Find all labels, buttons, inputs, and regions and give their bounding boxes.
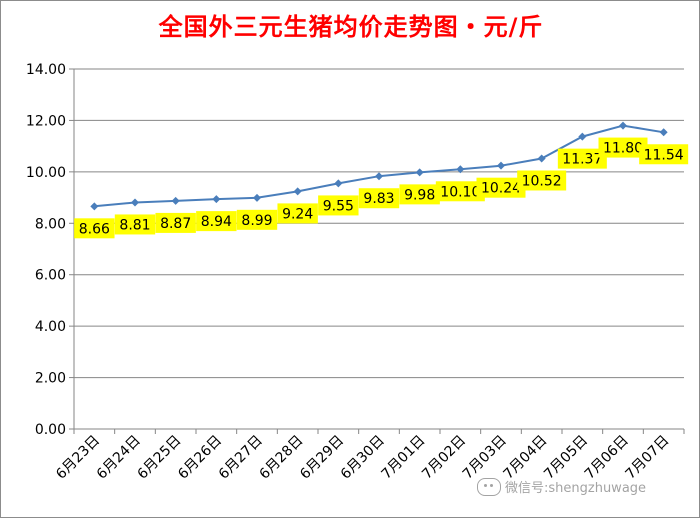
data-point [415, 168, 424, 177]
data-label: 8.87 [160, 216, 191, 232]
x-tick-label: 6月26日 [175, 433, 225, 483]
data-point [456, 165, 465, 174]
data-label-bg [196, 211, 237, 232]
data-label-bg [236, 209, 278, 230]
x-tick-label: 6月28日 [256, 433, 306, 483]
data-point [90, 202, 99, 211]
series-line [90, 121, 668, 211]
y-tick-label: 10.00 [26, 165, 66, 181]
data-label: 11.37 [562, 152, 602, 168]
data-label-bg [639, 144, 689, 165]
data-label-bg [74, 218, 115, 239]
x-tick-label: 7月05日 [541, 433, 591, 483]
data-label-bg [114, 214, 156, 235]
data-labels: 8.66 8.81 8.87 8.94 8.99 9.24 9.55 9.83 9.98 10.1… [74, 137, 689, 239]
x-tick-label: 7月03日 [460, 433, 510, 483]
x-tick-label: 6月27日 [216, 433, 266, 483]
data-label: 10.24 [481, 181, 521, 197]
wechat-icon [477, 477, 501, 496]
x-tick-label: 6月30日 [338, 433, 388, 483]
y-tick-label: 2.00 [35, 371, 66, 387]
data-point [253, 193, 261, 202]
data-label: 10.52 [522, 173, 562, 189]
data-label: 9.83 [363, 191, 394, 207]
data-point [537, 154, 546, 163]
data-label: 9.55 [323, 198, 354, 214]
data-label: 11.80 [603, 141, 643, 157]
data-point [497, 161, 505, 170]
data-point [659, 128, 668, 137]
data-point [293, 187, 302, 196]
data-label-bg [476, 177, 526, 198]
data-point [212, 195, 221, 204]
x-tick-label: 6月23日 [53, 433, 103, 483]
data-point [619, 121, 627, 130]
x-tick-label: 7月06日 [582, 433, 632, 483]
x-tick-label: 7月07日 [622, 433, 672, 483]
data-label: 8.81 [119, 217, 150, 233]
y-tick-label: 12.00 [26, 113, 66, 129]
data-point [578, 132, 587, 141]
data-label-bg [557, 148, 607, 169]
data-label-bg [358, 188, 400, 209]
x-tick-label: 6月24日 [94, 433, 144, 483]
x-tick-label: 6月29日 [297, 433, 347, 483]
data-point [375, 172, 383, 181]
axes [69, 68, 685, 434]
data-point [131, 198, 139, 207]
x-tick-label: 6月25日 [134, 433, 184, 483]
data-label: 9.98 [404, 187, 435, 203]
data-label-bg [598, 137, 648, 158]
y-tick-label: 0.00 [35, 422, 66, 438]
data-point [171, 196, 180, 205]
y-tick-labels: 0.00 2.00 4.00 6.00 8.00 10.00 12.00 14.00 [26, 62, 66, 438]
data-label: 8.94 [201, 214, 232, 230]
data-label-bg [435, 181, 485, 202]
y-tick-label: 4.00 [35, 319, 66, 335]
data-label-bg [155, 212, 196, 233]
data-label: 8.66 [79, 221, 110, 237]
y-tick-label: 8.00 [35, 216, 66, 232]
watermark: 微信号:shengzhuwage [477, 477, 646, 496]
data-point [334, 179, 343, 188]
x-tick-label: 7月01日 [378, 433, 428, 483]
x-tick-labels: 6月23日6月24日6月25日6月26日6月27日6月28日6月29日6月30日… [53, 433, 672, 483]
data-label-bg [277, 203, 318, 224]
x-tick-label: 7月04日 [500, 433, 550, 483]
data-label: 11.54 [644, 147, 684, 163]
data-label: 9.24 [282, 206, 313, 222]
watermark-text: 微信号:shengzhuwage [505, 481, 647, 496]
data-label: 10.10 [440, 184, 480, 200]
y-tick-label: 14.00 [26, 62, 66, 78]
y-tick-label: 6.00 [35, 268, 66, 284]
chart-title: 全国外三元生猪均价走势图・元/斤 [158, 13, 544, 41]
data-label: 8.99 [241, 213, 272, 229]
x-tick-label: 7月02日 [419, 433, 469, 483]
data-label-bg [399, 184, 440, 205]
data-label-bg [517, 170, 567, 191]
data-label-bg [318, 195, 359, 216]
